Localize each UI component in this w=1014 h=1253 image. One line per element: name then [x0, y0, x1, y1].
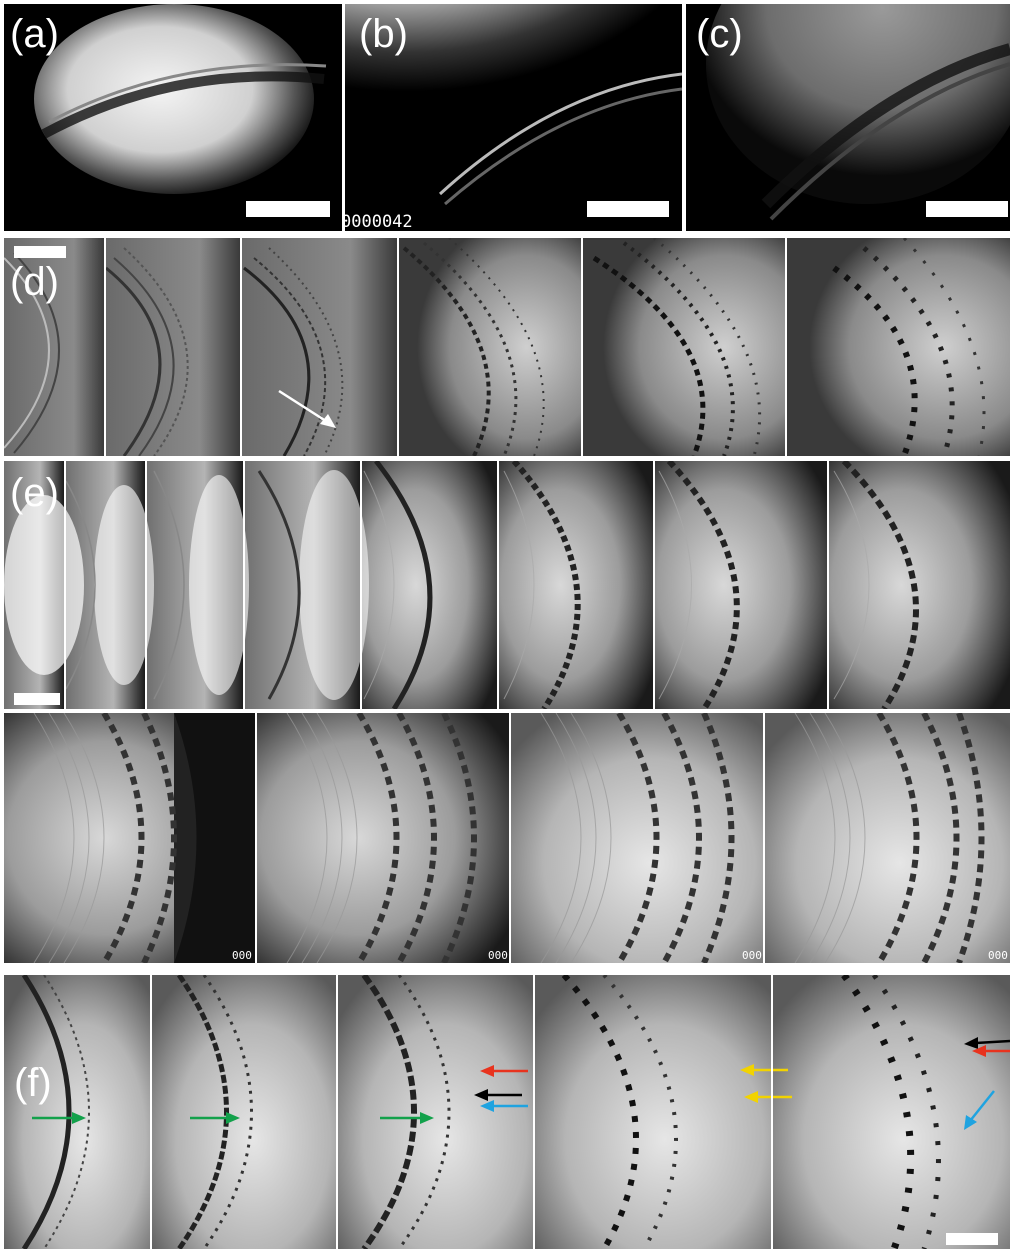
yellow-arrow-icon-2 — [744, 1091, 792, 1103]
blue-arrow-icon-1 — [480, 1100, 528, 1112]
panel-e-image — [4, 461, 1010, 709]
scale-bar-c — [926, 201, 1008, 217]
panel-b: (b) 0000042 — [345, 4, 682, 231]
green-arrow-icon-1 — [32, 1112, 86, 1124]
green-arrow-icon-3 — [380, 1112, 434, 1124]
black-arrow-icon-2 — [964, 1037, 1010, 1049]
label-d: (d) — [10, 260, 59, 304]
timestamp-e1: 000 — [232, 949, 252, 962]
panel-d: (d) — [4, 238, 1010, 456]
arrow-icon — [278, 389, 336, 428]
green-arrow-icon-2 — [190, 1112, 240, 1124]
panel-a-image — [4, 4, 342, 231]
timestamp-e4: 000 — [988, 949, 1008, 962]
label-b: (b) — [359, 12, 408, 56]
scale-bar-b — [587, 201, 669, 217]
panel-e-continued: 000 000 000 000 — [4, 713, 1010, 963]
label-a: (a) — [10, 12, 59, 56]
red-arrow-icon-1 — [480, 1065, 528, 1077]
panel-c: (c) — [686, 4, 1010, 231]
panel-e-continued-image — [4, 713, 1010, 963]
scale-bar-f — [946, 1233, 998, 1245]
label-e: (e) — [10, 471, 59, 515]
panel-a: (a) — [4, 4, 342, 231]
scale-bar-d — [14, 246, 66, 258]
timestamp-e3: 000 — [742, 949, 762, 962]
scale-bar-e — [14, 693, 60, 705]
label-f: (f) — [14, 1061, 52, 1105]
panel-c-image — [686, 4, 1010, 231]
timestamp-e2: 000 — [488, 949, 508, 962]
black-arrow-icon-1 — [474, 1089, 522, 1101]
panel-f-image — [4, 975, 1010, 1249]
timestamp-b: 0000042 — [345, 212, 413, 231]
red-arrow-icon-2 — [972, 1045, 1010, 1057]
panel-f: (f) — [4, 975, 1010, 1249]
yellow-arrow-icon-1 — [740, 1064, 788, 1076]
blue-arrow-icon-2 — [964, 1090, 995, 1130]
panel-d-image — [4, 238, 1010, 456]
scale-bar-a — [246, 201, 330, 217]
label-c: (c) — [696, 12, 743, 56]
panel-b-image — [345, 4, 682, 231]
panel-e: (e) — [4, 461, 1010, 709]
